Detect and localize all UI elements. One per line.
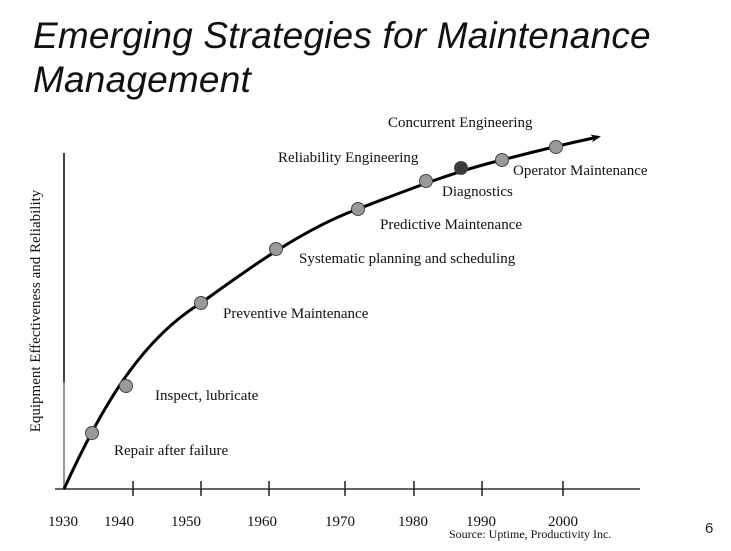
source-note: Source: Uptime, Productivity Inc. — [449, 527, 612, 541]
x-tick-2000: 2000 — [548, 514, 578, 530]
marker-operator-maintenance — [495, 153, 509, 167]
y-axis-label: Equipment Effectiveness and Reliability — [28, 189, 44, 432]
label-diagnostics: Diagnostics — [442, 184, 513, 200]
marker-repair-after-failure — [85, 426, 99, 440]
label-operator-maintenance: Operator Maintenance — [513, 163, 648, 179]
x-ticks — [132, 481, 564, 496]
marker-predictive-maintenance — [351, 202, 365, 216]
label-repair-after-failure: Repair after failure — [114, 443, 228, 459]
curve-markers — [85, 140, 563, 440]
marker-concurrent-engineering — [549, 140, 563, 154]
label-inspect-lubricate: Inspect, lubricate — [155, 388, 259, 404]
slide-title: Emerging Strategies for Maintenance Mana… — [33, 14, 651, 102]
marker-reliability-engineering — [454, 161, 468, 175]
maturity-curve — [62, 134, 601, 490]
x-tick-1930: 1930 — [48, 514, 78, 530]
label-reliability-engineering: Reliability Engineering — [278, 150, 419, 166]
x-tick-1940: 1940 — [104, 514, 134, 530]
label-systematic-planning: Systematic planning and scheduling — [299, 251, 516, 267]
label-preventive-maintenance: Preventive Maintenance — [223, 306, 369, 322]
x-tick-1990: 1990 — [466, 514, 496, 530]
label-predictive-maintenance: Predictive Maintenance — [380, 217, 522, 233]
title-line-2: Management — [33, 59, 251, 100]
x-tick-1980: 1980 — [398, 514, 428, 530]
page-number: 6 — [705, 520, 714, 537]
x-tick-1960: 1960 — [247, 514, 277, 530]
marker-systematic-planning — [269, 242, 283, 256]
x-tick-1970: 1970 — [325, 514, 355, 530]
x-tick-1950: 1950 — [171, 514, 201, 530]
label-concurrent-engineering: Concurrent Engineering — [388, 115, 533, 131]
marker-inspect-lubricate — [119, 379, 133, 393]
title-line-1: Emerging Strategies for Maintenance — [33, 15, 651, 56]
marker-preventive-maintenance — [194, 296, 208, 310]
x-tick-labels: 1930 1940 1950 1960 1970 1980 1990 2000 — [48, 514, 578, 530]
marker-diagnostics — [419, 174, 433, 188]
